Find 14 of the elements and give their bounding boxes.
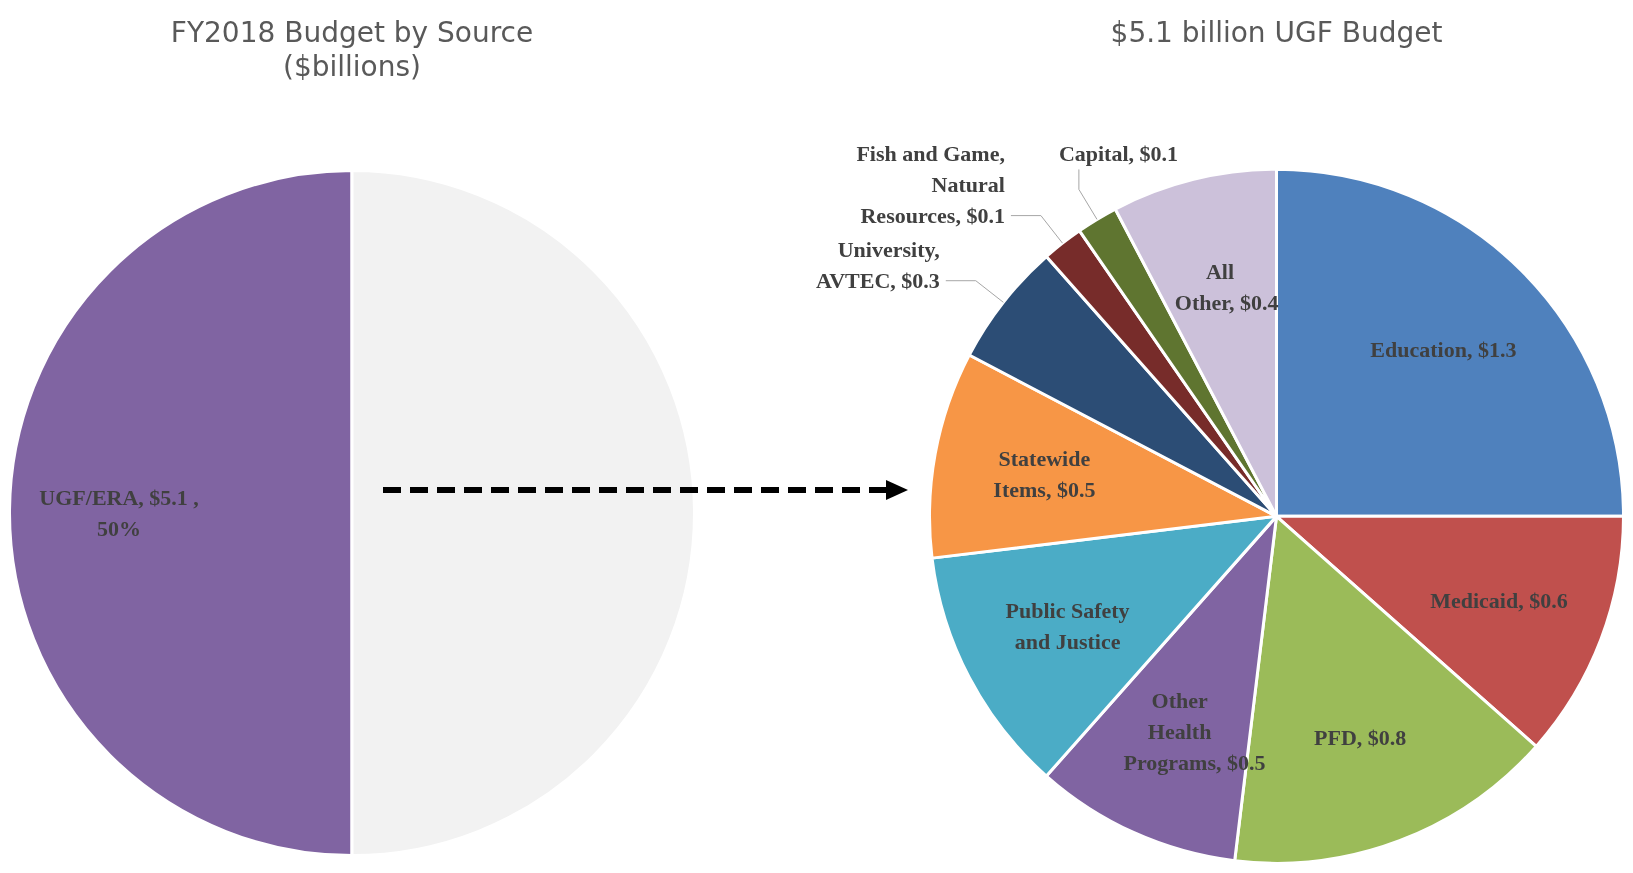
slice-label: Statewide Items, $0.5 <box>992 444 1097 504</box>
slice-label: Public Safety and Justice <box>1004 596 1131 656</box>
slice-label: Education, $1.3 <box>1369 335 1518 364</box>
slice-label: University, AVTEC, $0.3 <box>815 235 940 295</box>
text: FY2018 Budget by Source <box>170 16 534 50</box>
text: ($billions) <box>282 49 422 83</box>
slice-label: Fish and Game, Natural Resources, $0.1 <box>855 139 1005 230</box>
slice-label: Medicaid, $0.6 <box>1430 586 1568 615</box>
slice-label: PFD, $0.8 <box>1313 723 1408 752</box>
chart-title: $5.1 billion UGF Budget <box>1110 16 1443 50</box>
slice-label: UGF/ERA, $5.1 , 50% <box>38 484 200 544</box>
slice-label: All Other, $0.4 <box>1174 258 1279 318</box>
slice-label: Other Health Programs, $0.5 <box>1123 686 1266 777</box>
slice-label: Capital, $0.1 <box>1058 140 1180 169</box>
